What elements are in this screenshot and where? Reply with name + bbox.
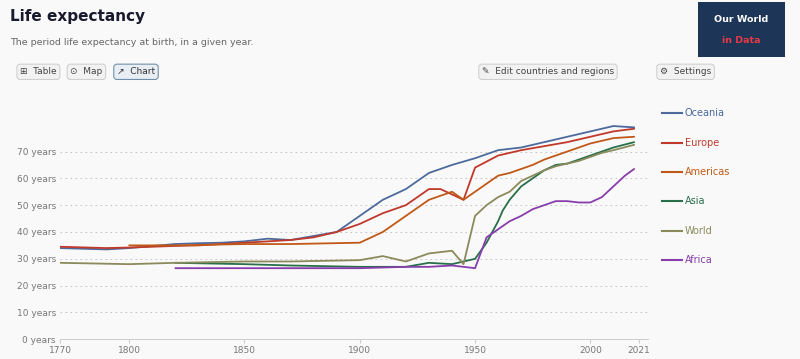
Text: ⊞  Table: ⊞ Table: [20, 67, 57, 76]
Text: Oceania: Oceania: [685, 108, 725, 118]
Text: ✎  Edit countries and regions: ✎ Edit countries and regions: [482, 67, 614, 76]
Text: ↗  Chart: ↗ Chart: [117, 67, 155, 76]
Text: Europe: Europe: [685, 137, 719, 148]
Text: Americas: Americas: [685, 167, 730, 177]
Text: World: World: [685, 226, 713, 236]
Text: ⊙  Map: ⊙ Map: [70, 67, 102, 76]
Text: ⚙  Settings: ⚙ Settings: [660, 67, 711, 76]
Text: Our World: Our World: [714, 15, 769, 24]
Text: in Data: in Data: [722, 36, 761, 45]
Text: Africa: Africa: [685, 255, 713, 265]
Text: The period life expectancy at birth, in a given year.: The period life expectancy at birth, in …: [10, 38, 254, 47]
Text: Asia: Asia: [685, 196, 706, 206]
Text: Life expectancy: Life expectancy: [10, 9, 146, 24]
